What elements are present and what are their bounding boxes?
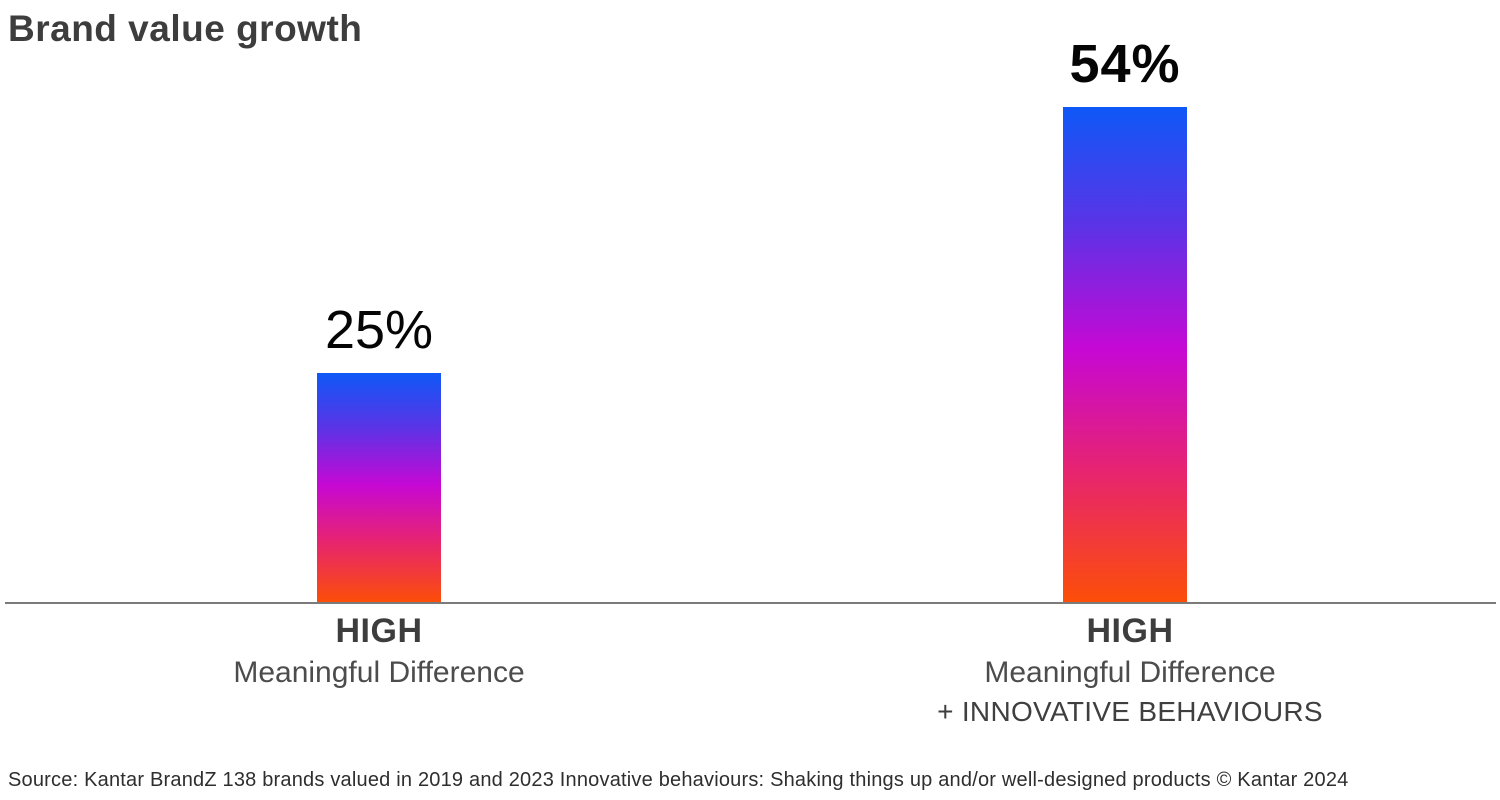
category-high-text: HIGH [335, 612, 423, 650]
category-label-1: HIGH Meaningful Difference [179, 610, 579, 692]
bar-meaningful-difference-innovative [1063, 107, 1187, 602]
bar-value-label: 54% [1069, 34, 1181, 94]
page-title: Brand value growth [8, 8, 363, 49]
category-high-text: HIGH [1086, 612, 1174, 650]
category-innovative-behaviours-text: + INNOVATIVE BEHAVIOURS [937, 695, 1323, 727]
category-label-2: HIGH Meaningful Difference + INNOVATIVE … [920, 610, 1340, 728]
bar-group-meaningful-difference: 25% [317, 303, 441, 602]
bar-value-label: 25% [324, 300, 434, 360]
x-axis-baseline [5, 602, 1496, 604]
bar-group-meaningful-difference-innovative: 54% [1063, 37, 1187, 602]
source-attribution: Source: Kantar BrandZ 138 brands valued … [8, 769, 1349, 791]
category-subtitle-text: Meaningful Difference [984, 655, 1276, 689]
category-subtitle-text: Meaningful Difference [233, 655, 525, 689]
bar-meaningful-difference [317, 373, 441, 602]
